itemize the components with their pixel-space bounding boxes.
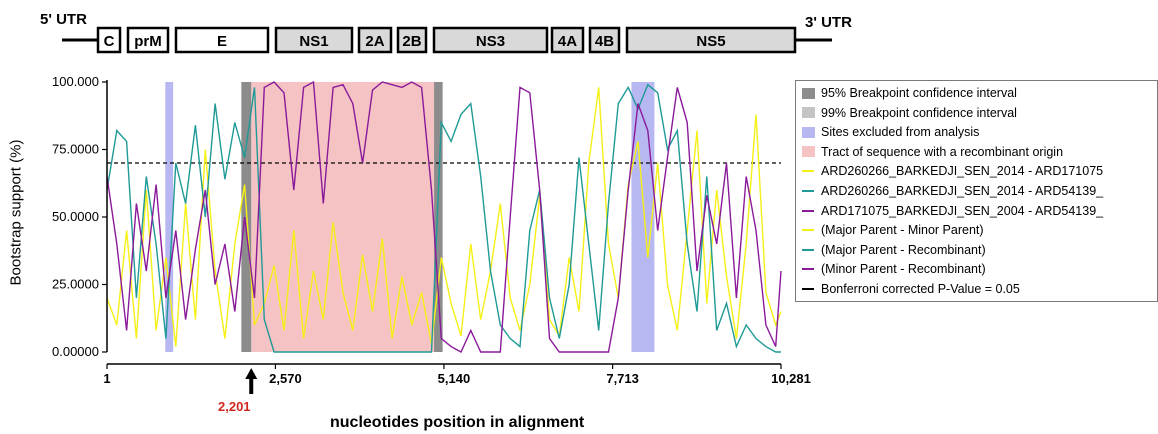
legend-swatch bbox=[802, 170, 814, 173]
gene-segment-box bbox=[357, 26, 393, 54]
y-tick-label: 100.000 bbox=[52, 74, 99, 89]
gene-segment-label: 4A bbox=[558, 33, 577, 50]
gene-segment-label: NS5 bbox=[696, 33, 725, 50]
series-line-major_recomb bbox=[106, 83, 781, 353]
y-tick-label: 25.0000 bbox=[52, 277, 99, 292]
legend-label: (Major Parent - Recombinant) bbox=[821, 242, 986, 257]
x-tick-label: 1 bbox=[103, 371, 110, 386]
utr3-label: 3' UTR bbox=[805, 14, 852, 31]
gene-segment-label: prM bbox=[134, 33, 162, 50]
series-line-major_minor bbox=[106, 87, 782, 347]
legend-item: (Minor Parent - Recombinant) bbox=[802, 261, 986, 277]
x-tick-label: 10,281 bbox=[771, 371, 811, 386]
gene-segment-box bbox=[274, 26, 354, 54]
gene-segment-label: 2A bbox=[365, 33, 384, 50]
legend-item: Sites excluded from analysis bbox=[802, 124, 979, 140]
legend-item: 95% Breakpoint confidence interval bbox=[802, 85, 1017, 101]
gene-segment-box bbox=[550, 26, 585, 54]
gene-segment-label: C bbox=[104, 33, 115, 50]
gene-segment-box bbox=[126, 26, 170, 54]
legend: 95% Breakpoint confidence interval 99% Br… bbox=[795, 80, 1158, 302]
recombinant-tract-region bbox=[251, 82, 435, 352]
x-tick-label: 7,713 bbox=[606, 371, 639, 386]
legend-label: (Minor Parent - Recombinant) bbox=[821, 262, 986, 277]
y-tick-label: 75.0000 bbox=[52, 142, 99, 157]
legend-item: Tract of sequence with a recombinant ori… bbox=[802, 144, 1063, 160]
legend-label: Bonferroni corrected P-Value = 0.05 bbox=[821, 282, 1020, 296]
legend-swatch bbox=[802, 126, 815, 138]
legend-swatch bbox=[802, 248, 814, 251]
gene-segment-box bbox=[625, 26, 797, 54]
legend-label: ARD260266_BARKEDJI_SEN_2014 - ARD54139_ bbox=[821, 184, 1104, 198]
legend-swatch bbox=[802, 87, 815, 99]
legend-label: Sites excluded from analysis bbox=[821, 125, 980, 140]
legend-label: 95% Breakpoint confidence interval bbox=[821, 86, 1017, 100]
legend-item: ARD171075_BARKEDJI_SEN_2004 - ARD54139_ bbox=[802, 203, 1103, 219]
y-tick-label: 0.00000 bbox=[52, 344, 99, 359]
legend-item: ARD260266_BARKEDJI_SEN_2014 - ARD54139_ bbox=[802, 183, 1103, 199]
gene-segment-label: NS1 bbox=[299, 33, 328, 50]
legend-swatch bbox=[802, 229, 814, 232]
legend-swatch bbox=[802, 268, 814, 271]
legend-item: (Major Parent - Minor Parent) bbox=[802, 222, 984, 238]
legend-swatch bbox=[802, 146, 815, 158]
legend-label: ARD260266_BARKEDJI_SEN_2014 - ARD171075 bbox=[821, 164, 1104, 179]
legend-swatch bbox=[802, 209, 814, 212]
x-tick-label: 5,140 bbox=[438, 371, 471, 386]
excluded-sites-region bbox=[165, 82, 174, 352]
gene-segment-box bbox=[96, 26, 122, 54]
gene-segment-box bbox=[396, 26, 428, 54]
gene-segment-label: 2B bbox=[402, 33, 421, 50]
x-tick-label: 2,570 bbox=[269, 371, 302, 386]
breakpoint-arrow-head bbox=[245, 368, 258, 379]
x-axis-label: nucleotides position in alignment bbox=[330, 414, 585, 431]
legend-item: Bonferroni corrected P-Value = 0.05 bbox=[802, 281, 1020, 297]
gene-segment-box bbox=[174, 26, 270, 54]
legend-item: ARD260266_BARKEDJI_SEN_2014 - ARD171075 bbox=[802, 163, 1103, 179]
excluded-sites-region bbox=[631, 82, 655, 352]
y-tick-label: 50.0000 bbox=[52, 209, 99, 224]
legend-item: (Major Parent - Recombinant) bbox=[802, 242, 986, 258]
gene-segment-box bbox=[432, 26, 549, 54]
gene-segment-label: NS3 bbox=[476, 33, 505, 50]
utr5-label: 5' UTR bbox=[40, 11, 87, 28]
breakpoint-label: 2,201 bbox=[218, 399, 251, 414]
gene-segment-box bbox=[588, 26, 621, 54]
legend-swatch bbox=[802, 107, 815, 119]
gene-segment-label: E bbox=[217, 33, 227, 50]
legend-item: 99% Breakpoint confidence interval bbox=[802, 105, 1017, 121]
legend-swatch bbox=[802, 190, 814, 192]
series-line-minor_recomb bbox=[106, 80, 782, 353]
legend-swatch bbox=[802, 288, 814, 290]
breakpoint-ci95-region bbox=[434, 82, 443, 352]
legend-label: Tract of sequence with a recombinant ori… bbox=[821, 144, 1064, 159]
legend-label: (Major Parent - Minor Parent) bbox=[821, 223, 984, 238]
legend-label: 99% Breakpoint confidence interval bbox=[821, 105, 1017, 120]
gene-segment-label: 4B bbox=[595, 33, 614, 50]
legend-label: ARD171075_BARKEDJI_SEN_2004 - ARD54139_ bbox=[821, 203, 1104, 218]
